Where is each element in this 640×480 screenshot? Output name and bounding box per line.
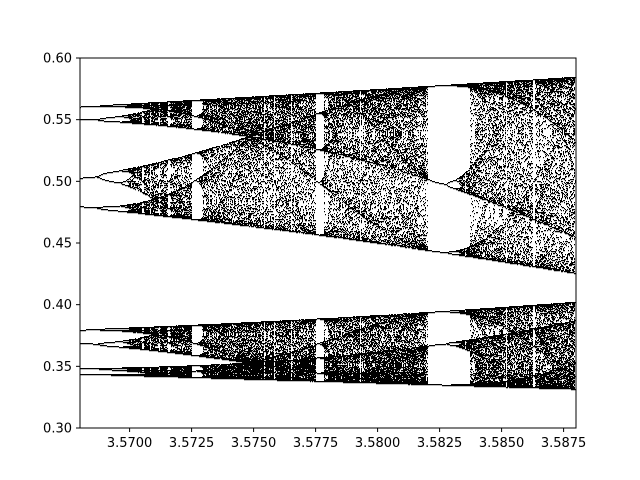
x-tick-label: 3.5725 [169,436,215,451]
orbit-points-layer [80,77,576,391]
plot-area [80,58,576,428]
y-tick-label: 0.55 [43,113,72,128]
x-tick-label: 3.5825 [417,436,463,451]
y-tick-label: 0.45 [43,237,72,252]
y-axis-ticks: 0.30 0.35 0.40 0.45 0.50 0.55 0.60 [43,52,80,437]
y-tick-label: 0.35 [43,360,72,375]
x-tick-label: 3.5750 [231,436,277,451]
y-tick-label: 0.60 [43,52,72,67]
x-axis-ticks: 3.5700 3.5725 3.5750 3.5775 3.5800 3.5825 3.58… [107,428,586,451]
x-tick-label: 3.5800 [355,436,401,451]
x-tick-label: 3.5850 [479,436,525,451]
x-tick-label: 3.5700 [107,436,153,451]
y-tick-label: 0.50 [43,175,72,190]
orbit-points-series [80,77,576,391]
x-tick-label: 3.5775 [293,436,339,451]
y-tick-label: 0.30 [43,422,72,437]
y-tick-label: 0.40 [43,298,72,313]
x-tick-label: 3.5875 [541,436,587,451]
